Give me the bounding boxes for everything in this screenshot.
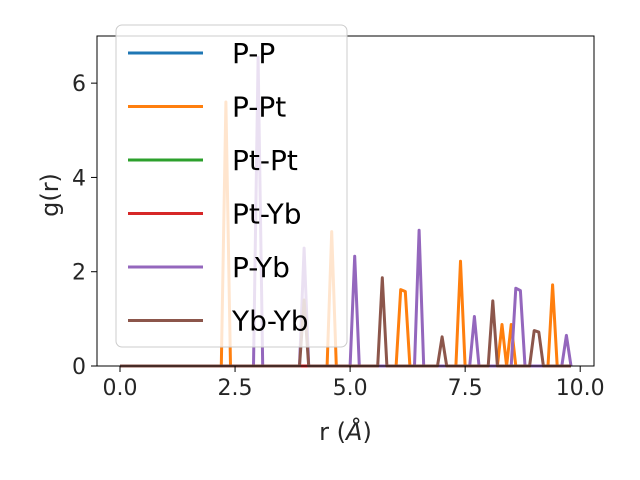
x-tick-label: 10.0: [556, 376, 605, 401]
y-tick-label: 6: [72, 72, 86, 97]
x-axis: 0.0 2.5 5.0 7.5 10.0: [103, 366, 605, 401]
series-line-yb-yb: [120, 276, 571, 368]
x-axis-label: r (Å): [319, 417, 372, 446]
y-tick-label: 4: [72, 166, 86, 191]
x-tick-label: 5.0: [333, 376, 368, 401]
legend-label-pt-yb: Pt-Yb: [232, 198, 302, 231]
x-tick-label: 7.5: [448, 376, 483, 401]
y-axis: 0 2 4 6: [72, 72, 97, 380]
y-tick-label: 0: [72, 355, 86, 380]
legend-label-p-yb: P-Yb: [232, 251, 290, 284]
y-axis-label: g(r): [36, 173, 64, 217]
legend: P-P P-Pt Pt-Pt Pt-Yb P-Yb Yb-Yb: [115, 24, 348, 348]
x-tick-label: 2.5: [218, 376, 253, 401]
y-tick-label: 2: [72, 261, 86, 286]
legend-label-p-p: P-P: [232, 37, 275, 70]
legend-label-yb-yb: Yb-Yb: [231, 305, 309, 338]
legend-label-p-pt: P-Pt: [232, 91, 286, 124]
x-tick-label: 0.0: [103, 376, 138, 401]
legend-label-pt-pt: Pt-Pt: [232, 144, 298, 177]
legend-frame: [115, 24, 348, 348]
